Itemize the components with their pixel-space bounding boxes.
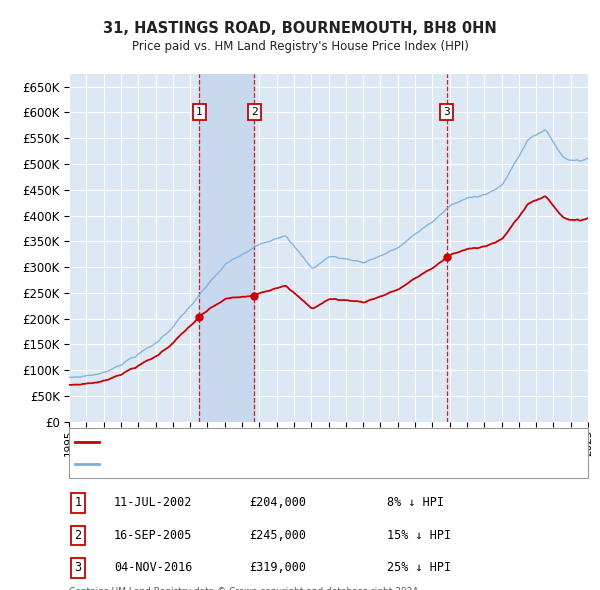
Text: HPI: Average price, detached house, Bournemouth Christchurch and Poole: HPI: Average price, detached house, Bour… [105,459,511,469]
Text: 31, HASTINGS ROAD, BOURNEMOUTH, BH8 0HN: 31, HASTINGS ROAD, BOURNEMOUTH, BH8 0HN [103,21,497,35]
Text: 31, HASTINGS ROAD, BOURNEMOUTH, BH8 0HN (detached house): 31, HASTINGS ROAD, BOURNEMOUTH, BH8 0HN … [105,437,468,447]
Text: 15% ↓ HPI: 15% ↓ HPI [387,529,451,542]
Text: 3: 3 [74,561,82,575]
Text: 25% ↓ HPI: 25% ↓ HPI [387,561,451,575]
Text: 8% ↓ HPI: 8% ↓ HPI [387,496,444,510]
Text: 11-JUL-2002: 11-JUL-2002 [114,496,193,510]
Text: £319,000: £319,000 [249,561,306,575]
Text: 3: 3 [443,107,450,117]
Text: 2: 2 [74,529,82,542]
Text: 2: 2 [251,107,257,117]
Text: £204,000: £204,000 [249,496,306,510]
Text: 16-SEP-2005: 16-SEP-2005 [114,529,193,542]
Text: £245,000: £245,000 [249,529,306,542]
Text: Price paid vs. HM Land Registry's House Price Index (HPI): Price paid vs. HM Land Registry's House … [131,40,469,53]
Text: Contains HM Land Registry data © Crown copyright and database right 2024.: Contains HM Land Registry data © Crown c… [69,587,421,590]
Text: 04-NOV-2016: 04-NOV-2016 [114,561,193,575]
Bar [199,74,254,422]
Text: 1: 1 [74,496,82,510]
Text: 1: 1 [196,107,203,117]
